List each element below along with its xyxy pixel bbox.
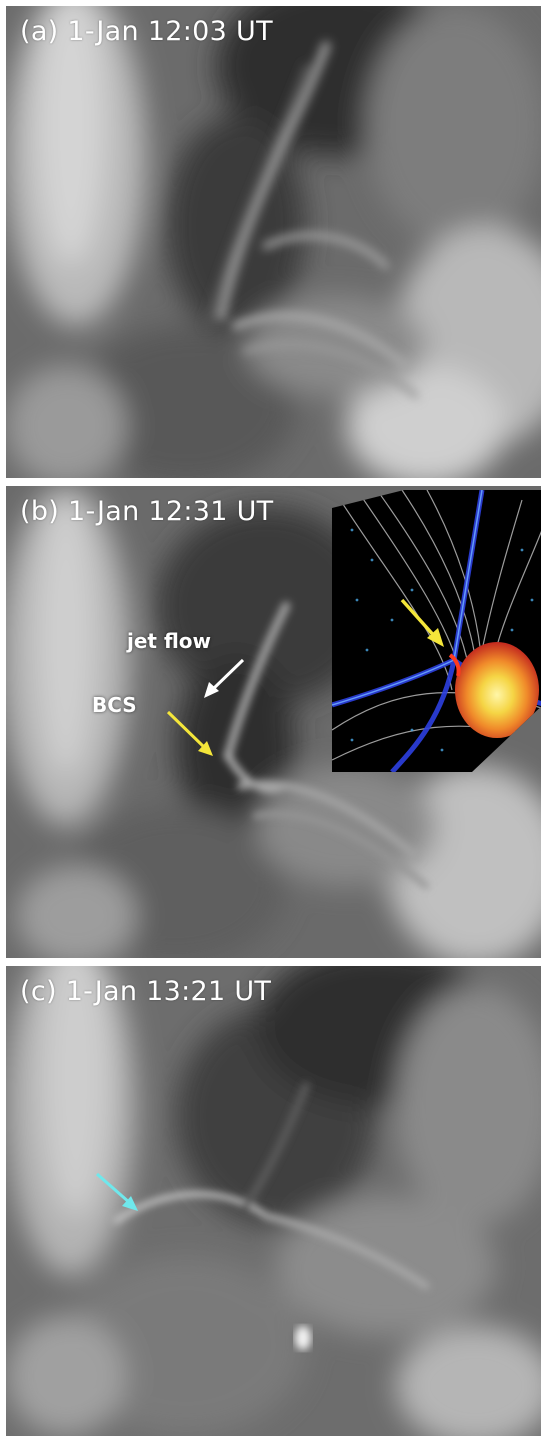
solar-euv-image-a [6, 6, 541, 478]
panel-a: (a) 1-Jan 12:03 UT [6, 6, 541, 478]
panel-a-label: (a) 1-Jan 12:03 UT [20, 16, 273, 47]
panel-c: (c) 1-Jan 13:21 UT [6, 966, 541, 1436]
panel-b: jet flow BCS (b) 1-Jan 12:31 UT [6, 486, 541, 958]
jet-flow-label: jet flow [127, 629, 211, 653]
bcs-label: BCS [92, 693, 137, 717]
solar-euv-image-c [6, 966, 541, 1436]
inset-arrow-icon [400, 598, 444, 647]
panel-b-label: (b) 1-Jan 12:31 UT [20, 496, 274, 527]
panel-c-label: (c) 1-Jan 13:21 UT [20, 976, 272, 1007]
simulation-inset [332, 490, 541, 772]
